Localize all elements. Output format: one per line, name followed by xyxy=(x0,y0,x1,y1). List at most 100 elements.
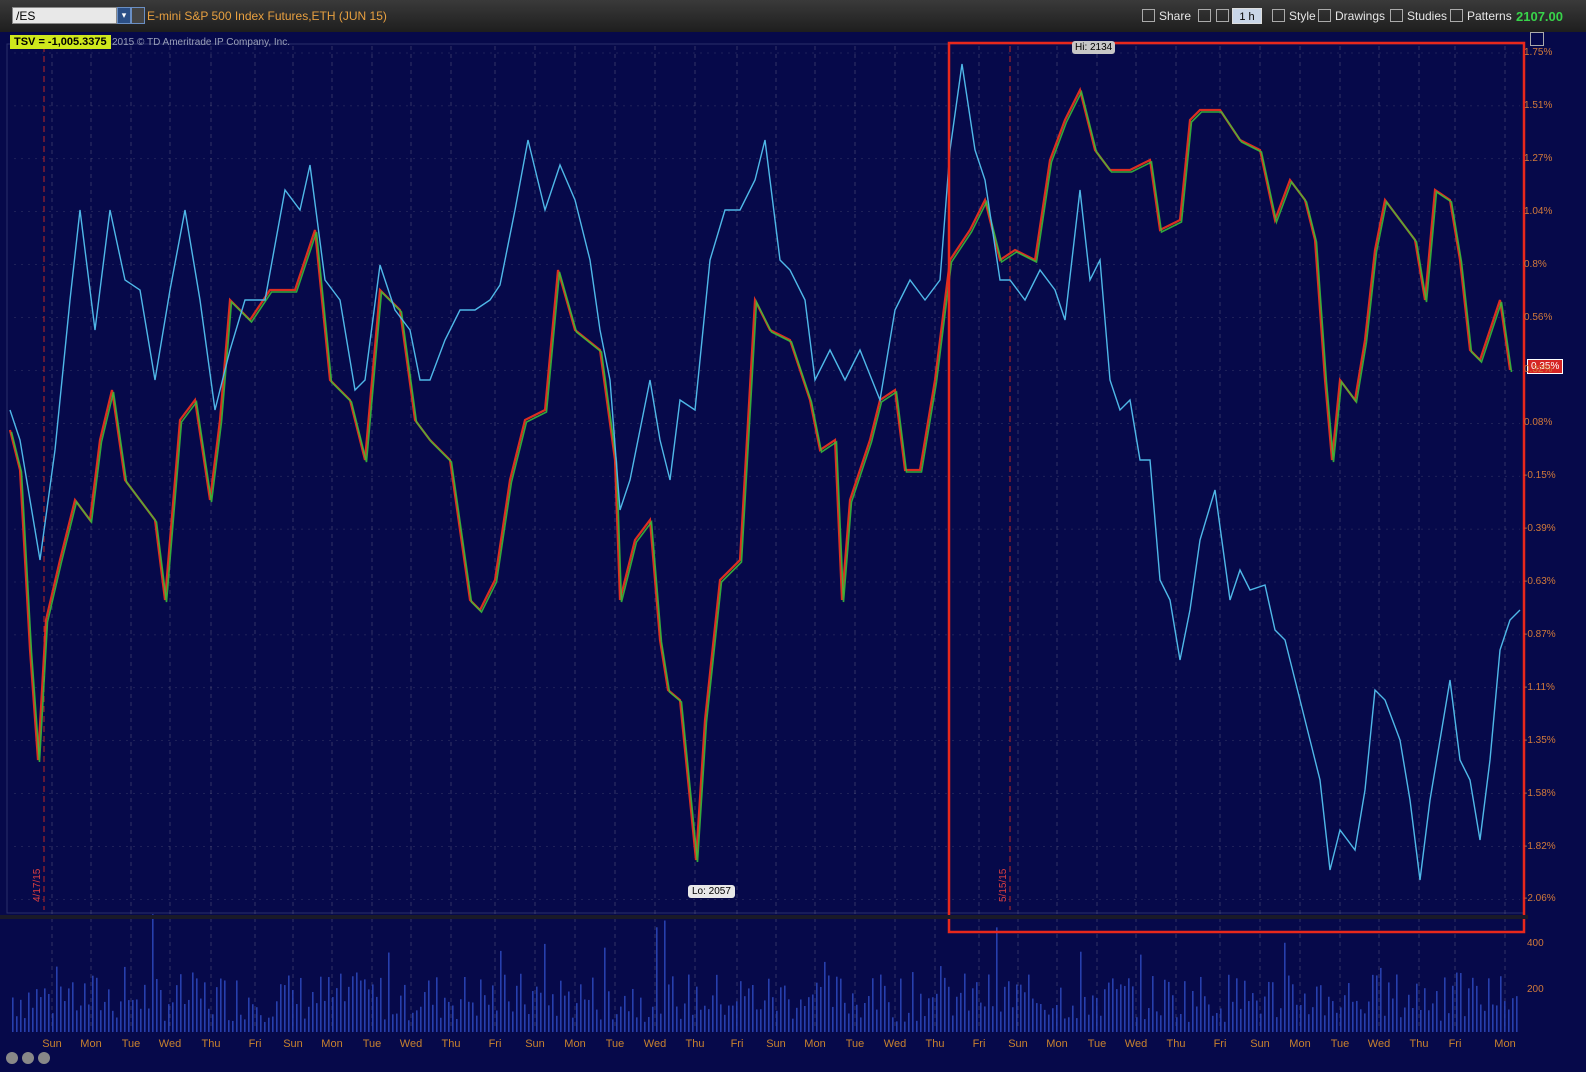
pan-icon[interactable] xyxy=(22,1052,34,1064)
volume-bar xyxy=(1192,990,1194,1032)
volume-bar xyxy=(688,974,690,1032)
volume-bar xyxy=(320,976,322,1032)
volume-bar xyxy=(492,985,494,1032)
crosshair-tool-button[interactable] xyxy=(1194,6,1219,26)
volume-bar xyxy=(52,1013,54,1032)
chart-area[interactable] xyxy=(0,32,1586,1072)
x-tick-label: Sun xyxy=(766,1038,786,1050)
settings-tool-button[interactable] xyxy=(1212,6,1237,26)
volume-bar xyxy=(1212,1015,1214,1032)
zoom-icon[interactable] xyxy=(6,1052,18,1064)
x-tick-label: Wed xyxy=(1124,1038,1148,1050)
volume-tick-label: 400 xyxy=(1527,938,1544,949)
volume-bar xyxy=(944,977,946,1032)
studies-button[interactable]: Studies xyxy=(1386,6,1451,26)
x-tick-label: Thu xyxy=(685,1038,705,1050)
volume-bar xyxy=(1000,1011,1002,1032)
symbol-dropdown-button[interactable]: ▾ xyxy=(117,7,131,24)
symbol-input[interactable]: /ES xyxy=(12,7,117,24)
x-tick-label: Mon xyxy=(564,1038,586,1050)
volume-bar xyxy=(432,1004,434,1032)
volume-bar xyxy=(564,995,566,1032)
volume-bar xyxy=(916,1020,918,1032)
volume-bar xyxy=(372,984,374,1032)
volume-bar xyxy=(560,980,562,1032)
volume-bar xyxy=(284,985,286,1032)
volume-bar xyxy=(616,1014,618,1032)
y-tick-label: 0.08% xyxy=(1524,417,1553,429)
volume-bar xyxy=(712,995,714,1032)
x-tick-label: Wed xyxy=(1367,1038,1391,1050)
volume-bar xyxy=(1288,975,1290,1032)
volume-bar xyxy=(904,1021,906,1032)
volume-bar xyxy=(580,984,582,1032)
volume-bar xyxy=(64,1001,66,1032)
volume-bar xyxy=(1508,1009,1510,1032)
reset-icon[interactable] xyxy=(38,1052,50,1064)
volume-bar xyxy=(1300,1004,1302,1032)
volume-bar xyxy=(716,974,718,1032)
volume-bar xyxy=(1072,1005,1074,1032)
volume-bar xyxy=(936,993,938,1032)
volume-bar xyxy=(1180,1013,1182,1032)
x-tick-label: Mon xyxy=(1289,1038,1311,1050)
date-marker-2: 5/15/15 xyxy=(998,868,1009,902)
chart-tools-icon[interactable] xyxy=(1530,32,1544,46)
volume-bar xyxy=(356,972,358,1032)
x-tick-label: Tue xyxy=(1330,1038,1350,1050)
volume-bar xyxy=(132,1000,134,1032)
volume-bar xyxy=(92,975,94,1032)
y-tick-label: 1.04% xyxy=(1524,205,1553,217)
volume-bar xyxy=(960,992,962,1032)
volume-bar xyxy=(468,1001,470,1032)
volume-bar xyxy=(840,978,842,1032)
volume-bar xyxy=(428,980,430,1032)
highlight-box xyxy=(947,41,1526,934)
volume-bar xyxy=(728,1005,730,1032)
volume-bar xyxy=(192,972,194,1032)
volume-bar xyxy=(848,1013,850,1032)
volume-bar xyxy=(1268,981,1270,1032)
volume-bar xyxy=(804,1006,806,1032)
volume-bar xyxy=(1512,998,1514,1032)
share-button[interactable]: Share xyxy=(1138,6,1195,26)
volume-bar xyxy=(152,914,154,1032)
volume-bar xyxy=(956,996,958,1032)
volume-bar xyxy=(888,1002,890,1032)
volume-bar xyxy=(500,950,502,1032)
style-button[interactable]: Style xyxy=(1268,6,1320,26)
volume-bar xyxy=(292,990,294,1032)
volume-bar xyxy=(1056,1005,1058,1032)
volume-bar xyxy=(900,978,902,1032)
volume-bar xyxy=(36,989,38,1032)
current-change-badge: 0.35% xyxy=(1527,359,1564,374)
patterns-button[interactable]: Patterns xyxy=(1446,6,1516,26)
drawings-button[interactable]: Drawings xyxy=(1314,6,1389,26)
volume-bar xyxy=(636,1017,638,1032)
link-icon[interactable] xyxy=(131,7,145,24)
volume-bar xyxy=(76,1010,78,1032)
y-tick-label: -1.35% xyxy=(1524,734,1556,746)
volume-bar xyxy=(280,984,282,1032)
volume-bar xyxy=(824,961,826,1032)
timeframe-button[interactable]: 1 h xyxy=(1232,8,1262,24)
volume-bar xyxy=(1088,1014,1090,1032)
volume-bar xyxy=(876,1009,878,1032)
volume-bar xyxy=(1360,1009,1362,1032)
volume-bar xyxy=(836,976,838,1032)
volume-bar xyxy=(780,987,782,1032)
volume-bar xyxy=(1444,977,1446,1032)
volume-bar xyxy=(252,1004,254,1032)
volume-bar xyxy=(748,988,750,1032)
volume-bar xyxy=(1372,974,1374,1032)
volume-bar xyxy=(1304,993,1306,1032)
x-tick-label: Thu xyxy=(441,1038,461,1050)
y-tick-label: -0.63% xyxy=(1524,576,1556,587)
pane-separator[interactable] xyxy=(0,915,1528,919)
volume-bar xyxy=(176,985,178,1032)
volume-bar xyxy=(644,1021,646,1032)
volume-bar xyxy=(300,977,302,1032)
volume-bar xyxy=(652,1006,654,1032)
y-tick-label: 0.8% xyxy=(1524,258,1547,270)
